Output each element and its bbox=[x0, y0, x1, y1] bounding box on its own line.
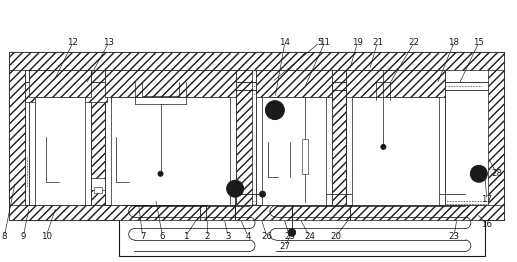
Bar bbox=[111, 82, 150, 102]
Text: 12: 12 bbox=[68, 38, 79, 47]
Bar bbox=[35, 97, 85, 205]
Bar bbox=[345, 70, 445, 97]
Text: 19: 19 bbox=[352, 38, 363, 47]
Text: 10: 10 bbox=[41, 232, 52, 241]
Text: 27: 27 bbox=[279, 242, 291, 251]
Text: 18: 18 bbox=[448, 38, 460, 47]
Text: 14: 14 bbox=[279, 38, 291, 47]
Text: 5: 5 bbox=[317, 38, 323, 47]
Text: 3: 3 bbox=[225, 232, 231, 241]
Bar bbox=[91, 70, 105, 205]
Circle shape bbox=[265, 101, 284, 119]
Bar bbox=[236, 70, 252, 205]
Bar bbox=[352, 97, 439, 205]
Text: 1: 1 bbox=[183, 232, 188, 241]
Text: 21: 21 bbox=[372, 38, 383, 47]
Bar bbox=[67, 82, 107, 102]
Bar bbox=[119, 205, 485, 256]
Circle shape bbox=[226, 180, 244, 197]
Text: 2: 2 bbox=[205, 232, 210, 241]
Bar bbox=[488, 52, 504, 220]
Text: 13: 13 bbox=[103, 38, 114, 47]
Bar bbox=[91, 178, 105, 190]
Bar bbox=[9, 205, 504, 220]
Text: 16: 16 bbox=[481, 220, 492, 229]
Bar bbox=[105, 70, 236, 97]
Bar bbox=[9, 52, 504, 70]
Circle shape bbox=[158, 171, 163, 176]
Bar bbox=[345, 70, 445, 205]
Text: 24: 24 bbox=[304, 232, 315, 241]
Circle shape bbox=[288, 229, 296, 236]
Bar bbox=[25, 82, 65, 102]
Circle shape bbox=[470, 165, 488, 182]
Bar bbox=[256, 70, 331, 205]
Bar bbox=[94, 187, 102, 193]
Bar bbox=[256, 70, 331, 97]
Bar bbox=[302, 139, 308, 174]
Bar bbox=[29, 70, 91, 205]
Text: 6: 6 bbox=[160, 232, 165, 241]
Text: 22: 22 bbox=[408, 38, 420, 47]
Text: 26: 26 bbox=[262, 232, 272, 241]
Text: 4: 4 bbox=[245, 232, 251, 241]
Text: 25: 25 bbox=[284, 232, 295, 241]
Text: 20: 20 bbox=[330, 232, 341, 241]
Bar bbox=[105, 70, 236, 205]
Text: 15: 15 bbox=[474, 38, 484, 47]
Circle shape bbox=[381, 144, 386, 149]
Text: 11: 11 bbox=[319, 38, 330, 47]
Bar bbox=[9, 52, 504, 220]
Bar bbox=[262, 97, 326, 205]
Text: 23: 23 bbox=[448, 232, 460, 241]
Text: 8: 8 bbox=[2, 232, 7, 241]
Text: 17: 17 bbox=[481, 195, 492, 204]
Bar bbox=[331, 70, 345, 205]
Text: 28: 28 bbox=[491, 169, 502, 178]
Text: 9: 9 bbox=[21, 232, 26, 241]
Text: 7: 7 bbox=[140, 232, 145, 241]
Bar bbox=[25, 70, 222, 205]
Bar bbox=[29, 70, 91, 97]
Circle shape bbox=[260, 191, 265, 197]
Bar bbox=[9, 52, 25, 220]
Bar bbox=[111, 97, 230, 205]
